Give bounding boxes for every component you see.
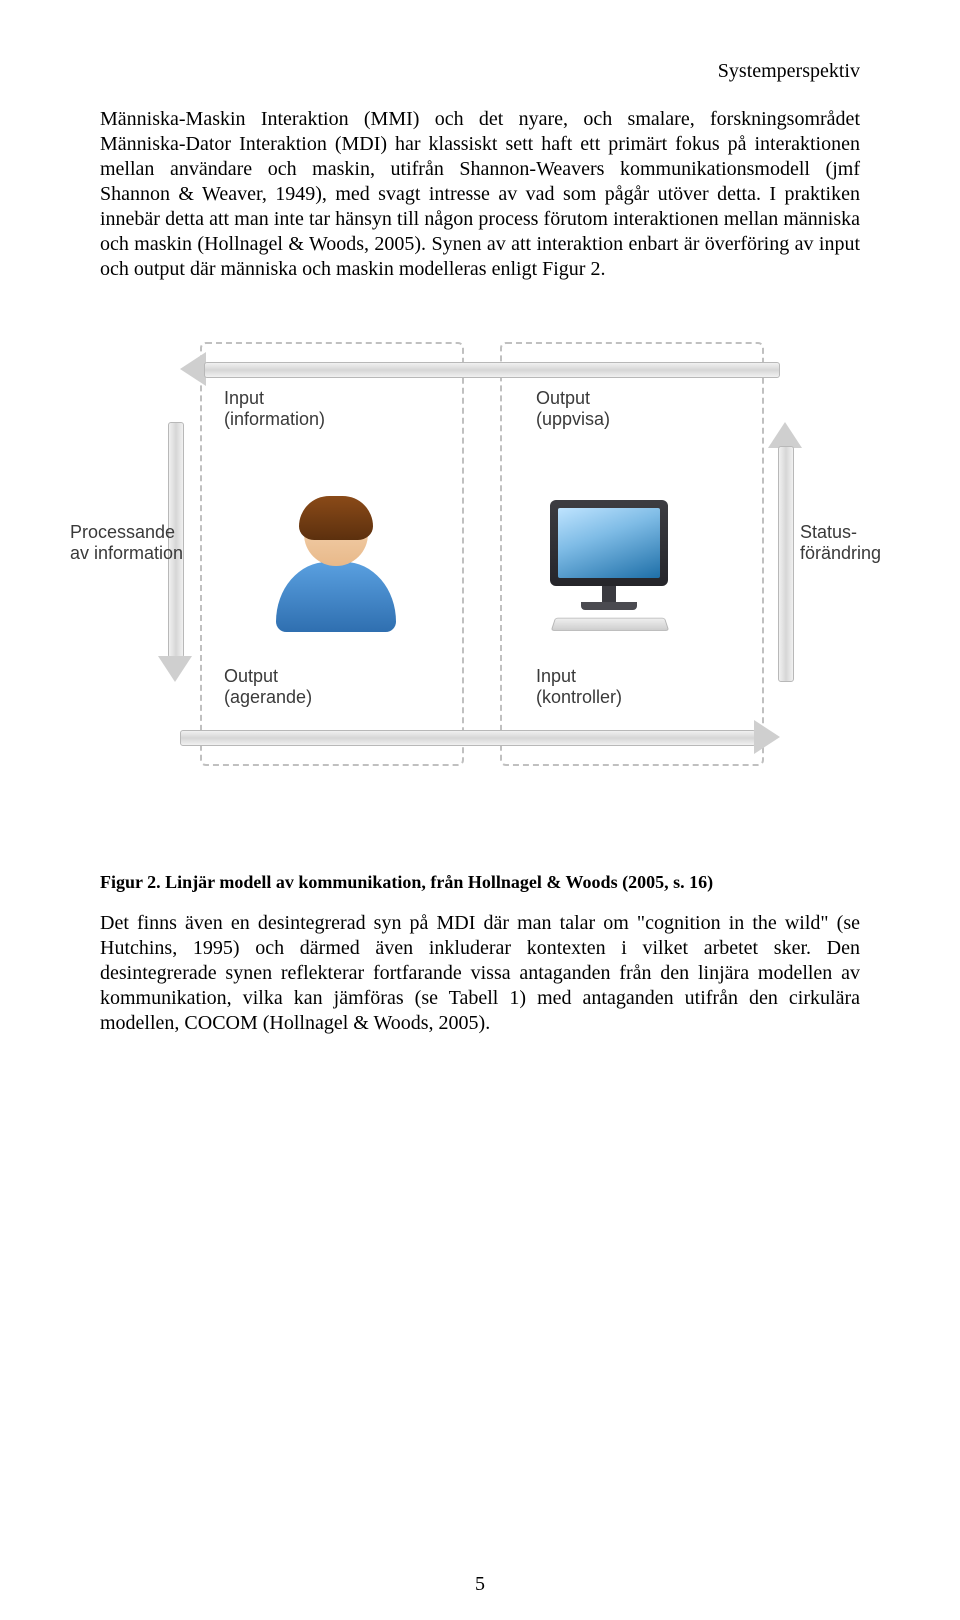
- label-text: (kontroller): [536, 687, 622, 707]
- computer-icon: [550, 500, 668, 632]
- label-top-right: Output (uppvisa): [536, 388, 610, 429]
- page-number: 5: [0, 1573, 960, 1596]
- label-text: Input: [224, 388, 264, 408]
- label-text: av information: [70, 543, 183, 563]
- paragraph-1: Människa-Maskin Interaktion (MMI) och de…: [100, 107, 860, 282]
- person-icon: [276, 502, 396, 632]
- figure-caption: Figur 2. Linjär modell av kommunikation,…: [100, 872, 860, 893]
- arrow-top: [180, 354, 780, 384]
- label-bottom-left: Output (agerande): [224, 666, 312, 707]
- diagram: Input (information) Output (uppvisa) Out…: [100, 302, 860, 842]
- label-text: (uppvisa): [536, 409, 610, 429]
- label-text: Output: [536, 388, 590, 408]
- label-side-left: Processande av information: [70, 522, 200, 563]
- label-text: förändring: [800, 543, 881, 563]
- label-text: Status-: [800, 522, 857, 542]
- label-text: Processande: [70, 522, 175, 542]
- page: Systemperspektiv Människa-Maskin Interak…: [0, 0, 960, 1620]
- label-text: Output: [224, 666, 278, 686]
- label-bottom-right: Input (kontroller): [536, 666, 622, 707]
- figure-2: Input (information) Output (uppvisa) Out…: [100, 302, 860, 842]
- paragraph-2: Det finns även en desintegrerad syn på M…: [100, 911, 860, 1036]
- label-top-left: Input (information): [224, 388, 325, 429]
- arrow-right-side: [770, 422, 800, 682]
- label-text: (information): [224, 409, 325, 429]
- label-text: (agerande): [224, 687, 312, 707]
- running-head: Systemperspektiv: [100, 60, 860, 83]
- label-text: Input: [536, 666, 576, 686]
- arrow-bottom: [180, 722, 780, 752]
- label-side-right: Status- förändring: [800, 522, 881, 563]
